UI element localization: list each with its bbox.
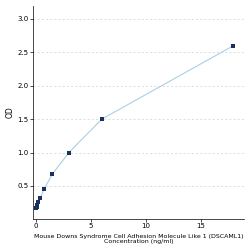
Point	[50, 172, 54, 176]
Point	[34, 204, 38, 208]
Point	[232, 44, 235, 48]
Point	[100, 117, 104, 121]
X-axis label: Mouse Downs Syndrome Cell Adhesion Molecule Like 1 (DSCAML1)
Concentration (ng/m: Mouse Downs Syndrome Cell Adhesion Molec…	[34, 234, 243, 244]
Point	[34, 206, 38, 210]
Point	[42, 186, 46, 190]
Y-axis label: OD: OD	[6, 106, 15, 118]
Point	[36, 200, 40, 204]
Point	[38, 196, 42, 200]
Point	[67, 150, 71, 154]
Point	[35, 202, 39, 206]
